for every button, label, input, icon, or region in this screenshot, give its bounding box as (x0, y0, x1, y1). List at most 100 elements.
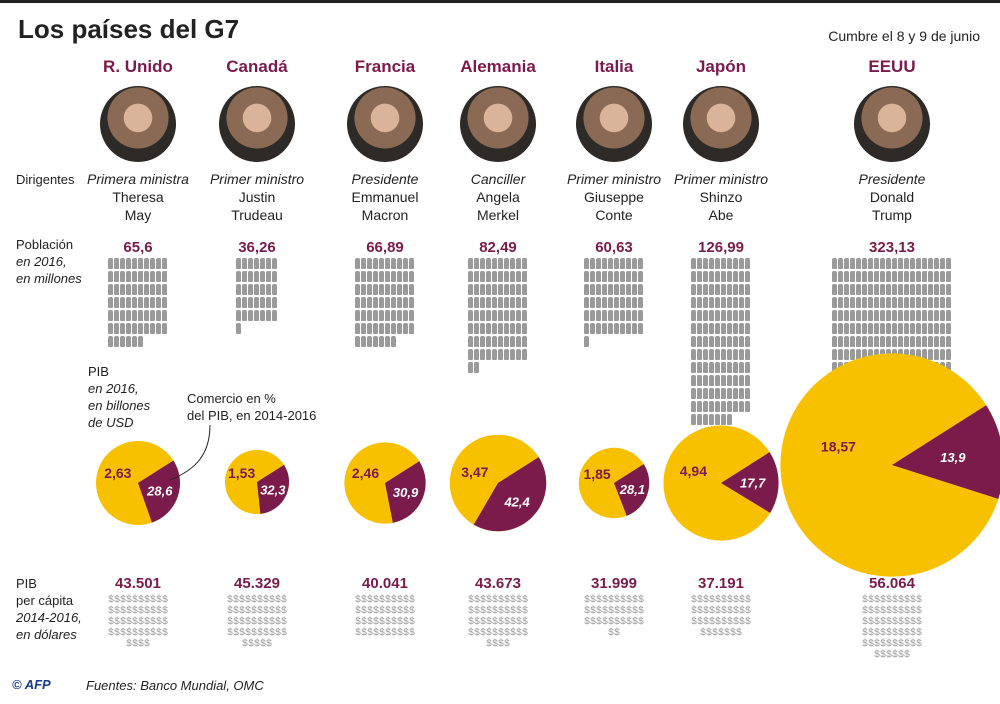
person-figure (727, 401, 732, 412)
trade-label-line1: Comercio en % (187, 391, 276, 406)
person-figure (379, 323, 384, 334)
person-figure (928, 284, 933, 295)
person-figure (892, 297, 897, 308)
person-figure (703, 310, 708, 321)
person-figure (144, 284, 149, 295)
person-figure (156, 284, 161, 295)
footer-sources: Fuentes: Banco Mundial, OMC (86, 678, 264, 693)
person-figure (904, 284, 909, 295)
person-figure (922, 297, 927, 308)
person-figure (862, 284, 867, 295)
person-figure (132, 336, 137, 347)
person-figure (697, 284, 702, 295)
person-figure (236, 323, 241, 334)
person-figure (886, 271, 891, 282)
person-figure (856, 271, 861, 282)
person-figure (892, 271, 897, 282)
person-figure (608, 323, 613, 334)
dollar-glyphs: $$$$$$$$$$ $$$$$$$$$$ $$$$$$$$$$ $$ (583, 595, 644, 639)
person-figure (691, 310, 696, 321)
person-figure (379, 336, 384, 347)
leader-first: Theresa (112, 189, 164, 205)
person-figure (242, 297, 247, 308)
person-figure (379, 284, 384, 295)
trade-callout-line (169, 424, 211, 481)
person-figure (480, 284, 485, 295)
person-figure (596, 284, 601, 295)
person-figure (468, 362, 473, 373)
person-figure (162, 297, 167, 308)
person-figure (946, 349, 951, 360)
person-figure (838, 297, 843, 308)
person-figure (727, 349, 732, 360)
leader-info: Primer ministro Giuseppe Conte (544, 170, 684, 224)
person-figure (608, 271, 613, 282)
person-figure (584, 336, 589, 347)
person-figure (709, 388, 714, 399)
person-figure (916, 297, 921, 308)
person-figure (745, 362, 750, 373)
person-figure (844, 258, 849, 269)
leader-last: Merkel (476, 207, 519, 223)
person-figure (739, 323, 744, 334)
person-figure (132, 284, 137, 295)
person-figure (584, 297, 589, 308)
person-figure (697, 258, 702, 269)
person-figure (522, 258, 527, 269)
person-figure (474, 284, 479, 295)
person-figure (474, 349, 479, 360)
person-figure (156, 297, 161, 308)
leader-first: Justin (238, 189, 276, 205)
person-figure (480, 336, 485, 347)
person-figure (120, 323, 125, 334)
gdp-value-label: 1,85 (583, 466, 610, 482)
person-figure (367, 258, 372, 269)
person-figure (355, 271, 360, 282)
person-figure (874, 284, 879, 295)
person-figure (697, 388, 702, 399)
country-name: Japón (695, 57, 747, 76)
population-label-sub1: en 2016, (16, 254, 67, 269)
person-figure (721, 414, 726, 425)
person-figure (486, 284, 491, 295)
person-figure (150, 310, 155, 321)
person-figure (638, 284, 643, 295)
person-figure (838, 258, 843, 269)
leaders-label: Dirigentes (16, 172, 75, 187)
top-rule (0, 0, 1000, 3)
person-figure (150, 271, 155, 282)
person-figure (638, 258, 643, 269)
person-figure (880, 323, 885, 334)
population-figures (108, 258, 168, 349)
person-figure (373, 258, 378, 269)
person-figure (492, 258, 497, 269)
person-figure (355, 284, 360, 295)
person-figure (691, 349, 696, 360)
person-figure (868, 271, 873, 282)
person-figure (108, 323, 113, 334)
person-figure (254, 258, 259, 269)
person-figure (934, 297, 939, 308)
person-figure (602, 284, 607, 295)
person-figure (614, 310, 619, 321)
person-figure (126, 297, 131, 308)
trade-wedge (721, 452, 779, 513)
person-figure (120, 310, 125, 321)
person-figure (721, 362, 726, 373)
dollar-glyphs: $$$$$$$$$$ $$$$$$$$$$ $$$$$$$$$$ $$$$$$$ (690, 595, 751, 639)
person-figure (584, 310, 589, 321)
person-figure (596, 297, 601, 308)
person-figure (632, 297, 637, 308)
leader-portrait (854, 86, 930, 162)
country-name: Italia (594, 57, 634, 76)
country-name: Alemania (460, 57, 536, 76)
person-figure (385, 271, 390, 282)
person-figure (874, 310, 879, 321)
person-figure (904, 258, 909, 269)
person-figure (468, 297, 473, 308)
person-figure (144, 323, 149, 334)
trade-value-label: 17,7 (740, 476, 766, 491)
gdp-pie (780, 353, 1000, 577)
trade-value-label: 13,9 (940, 450, 966, 465)
person-figure (739, 362, 744, 373)
